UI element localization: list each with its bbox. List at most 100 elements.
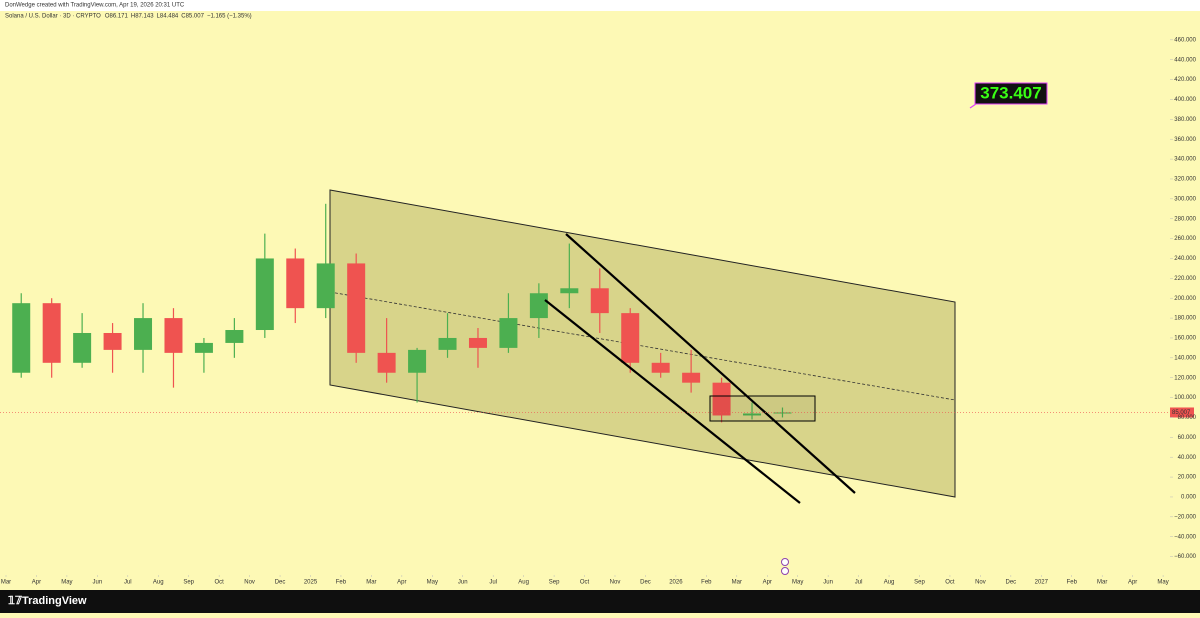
x-tick-label: Apr bbox=[32, 580, 41, 586]
legend-key: L bbox=[157, 14, 161, 20]
x-tick-label: 2025 bbox=[304, 580, 318, 586]
last-price-label: 85.007 bbox=[1172, 410, 1191, 416]
y-tick-label: 20.000 bbox=[1178, 475, 1197, 481]
y-tick-label: −20.000 bbox=[1174, 514, 1197, 520]
x-tick-label: Mar bbox=[1, 580, 11, 586]
y-tick-label: 240.000 bbox=[1174, 256, 1196, 262]
legend-key: O bbox=[105, 14, 110, 20]
y-tick-label: 280.000 bbox=[1174, 216, 1196, 222]
y-tick-label: 140.000 bbox=[1174, 355, 1196, 361]
x-tick-label: Jul bbox=[855, 580, 863, 586]
legend-value: 84.484 bbox=[160, 14, 179, 20]
candle-body bbox=[255, 258, 274, 331]
x-tick-label: Dec bbox=[275, 580, 286, 586]
y-tick-label: 360.000 bbox=[1174, 137, 1196, 143]
x-tick-label: Aug bbox=[884, 580, 895, 586]
x-tick-label: Sep bbox=[183, 580, 194, 586]
y-tick-label: −40.000 bbox=[1174, 534, 1197, 540]
x-tick-label: Jun bbox=[93, 580, 103, 586]
y-tick-label: 440.000 bbox=[1174, 57, 1196, 63]
x-tick-label: Nov bbox=[975, 580, 986, 586]
watermark: DonWedge created with TradingView.com, A… bbox=[5, 3, 185, 9]
x-tick-label: Apr bbox=[763, 580, 772, 586]
x-tick-label: Jul bbox=[124, 580, 132, 586]
brand: TradingView bbox=[22, 595, 87, 607]
candle-body bbox=[408, 349, 427, 373]
y-tick-label: 260.000 bbox=[1174, 236, 1196, 242]
candle-body bbox=[468, 337, 487, 348]
candle-body bbox=[73, 332, 92, 363]
y-tick-label: 460.000 bbox=[1174, 37, 1196, 43]
y-tick-label: 60.000 bbox=[1178, 435, 1197, 441]
x-tick-label: 2027 bbox=[1035, 580, 1049, 586]
trend-line bbox=[565, 233, 856, 494]
x-tick-label: 2026 bbox=[669, 580, 683, 586]
x-tick-label: Feb bbox=[701, 580, 712, 586]
x-tick-label: Sep bbox=[914, 580, 925, 586]
x-tick-label: Feb bbox=[336, 580, 347, 586]
legend-value: 86.171 bbox=[109, 14, 128, 20]
drawings: 373.407 85.007 bbox=[0, 82, 1194, 575]
candle-body bbox=[347, 263, 366, 353]
candle-body bbox=[651, 362, 670, 373]
x-tick-label: Oct bbox=[214, 580, 224, 586]
annotation: 373.407 bbox=[980, 83, 1041, 102]
channel-midline bbox=[329, 291, 956, 401]
candle-body bbox=[286, 258, 305, 309]
candle-body bbox=[773, 412, 792, 414]
annotation-box bbox=[974, 82, 1048, 105]
x-tick-label: Apr bbox=[1128, 580, 1137, 586]
footer bbox=[0, 590, 1200, 613]
candle-body bbox=[621, 313, 640, 363]
x-tick-label: May bbox=[792, 580, 803, 586]
candle-body bbox=[194, 342, 213, 353]
x-tick-label: Mar bbox=[732, 580, 742, 586]
x-tick-label: Dec bbox=[1006, 580, 1017, 586]
x-tick-label: Oct bbox=[945, 580, 955, 586]
y-tick-label: 40.000 bbox=[1178, 455, 1197, 461]
candle-body bbox=[560, 288, 579, 294]
x-tick-label: Jul bbox=[489, 580, 497, 586]
legend-title: Solana / U.S. Dollar · 3D · CRYPTO bbox=[5, 14, 101, 20]
legend-key: H bbox=[131, 14, 135, 20]
x-tick-label: Nov bbox=[610, 580, 621, 586]
y-tick-label: 0.000 bbox=[1181, 495, 1197, 501]
candle-body bbox=[529, 293, 548, 319]
y-tick-label: 120.000 bbox=[1174, 375, 1196, 381]
legend-change: −1.165 (−1.35%) bbox=[207, 14, 252, 20]
legend-value: 85.007 bbox=[186, 14, 205, 20]
x-tick-label: Aug bbox=[518, 580, 529, 586]
brand-icon: 𝟙𝟟 bbox=[8, 595, 22, 607]
x-tick-label: May bbox=[61, 580, 72, 586]
x-tick-label: Jun bbox=[823, 580, 833, 586]
candle-body bbox=[42, 303, 61, 363]
y-tick-label: 340.000 bbox=[1174, 157, 1196, 163]
x-tick-label: May bbox=[1157, 580, 1168, 586]
x-tick-label: Oct bbox=[580, 580, 590, 586]
x-tick-label: Feb bbox=[1067, 580, 1078, 586]
candle-body bbox=[377, 352, 396, 373]
y-tick-label: 320.000 bbox=[1174, 177, 1196, 183]
x-tick-label: Jun bbox=[458, 580, 468, 586]
candle-body bbox=[134, 318, 153, 350]
candle-body bbox=[682, 372, 701, 383]
candle-body bbox=[590, 288, 609, 314]
plot bbox=[12, 189, 956, 498]
legend-key: C bbox=[181, 14, 186, 20]
event-icon[interactable] bbox=[781, 567, 789, 575]
candle-body bbox=[164, 318, 183, 353]
x-tick-label: Mar bbox=[1097, 580, 1107, 586]
legend: Solana / U.S. Dollar · 3D · CRYPTO O 86.17… bbox=[5, 14, 252, 20]
last-price-tag bbox=[1170, 407, 1194, 418]
event-icon[interactable] bbox=[781, 558, 789, 566]
y-tick-label: 300.000 bbox=[1174, 196, 1196, 202]
y-tick-label: 160.000 bbox=[1174, 336, 1196, 342]
x-tick-label: Dec bbox=[640, 580, 651, 586]
candle-body bbox=[712, 382, 731, 416]
regression-channel bbox=[329, 189, 956, 498]
candle-body bbox=[103, 332, 122, 350]
x-tick-label: Apr bbox=[397, 580, 406, 586]
y-tick-label: 420.000 bbox=[1174, 77, 1196, 83]
candle-body bbox=[12, 303, 31, 373]
